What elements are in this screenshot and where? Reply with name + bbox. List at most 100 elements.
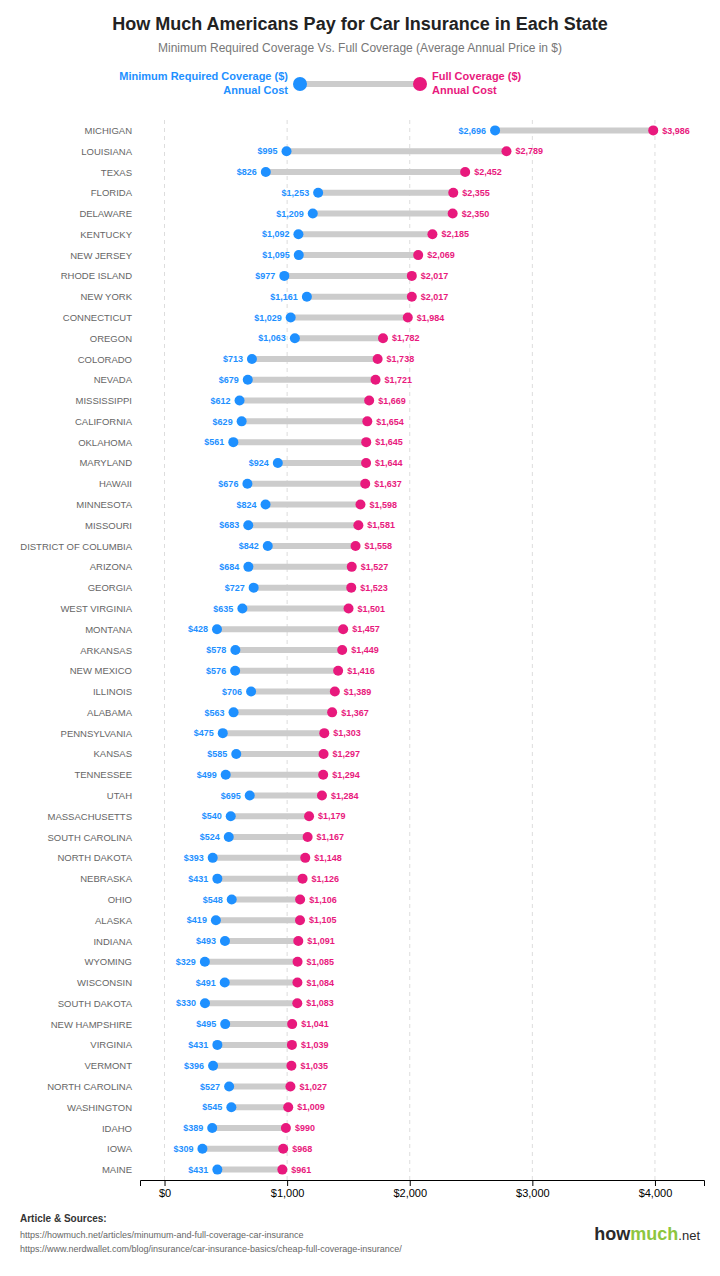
y-tick: LOUISIANA bbox=[81, 146, 132, 157]
x-tick-mark bbox=[287, 1180, 288, 1186]
dot bbox=[293, 957, 303, 967]
dot bbox=[403, 312, 413, 322]
y-tick: UTAH bbox=[107, 790, 132, 801]
dot bbox=[277, 1165, 287, 1175]
data-label: $713 bbox=[223, 354, 243, 364]
dot bbox=[278, 1144, 288, 1154]
dot bbox=[501, 146, 511, 156]
y-tick: VERMONT bbox=[85, 1060, 133, 1071]
data-label: $683 bbox=[219, 520, 239, 530]
data-label: $1,644 bbox=[375, 458, 403, 468]
data-label: $393 bbox=[184, 853, 204, 863]
data-label: $612 bbox=[211, 396, 231, 406]
dot bbox=[319, 728, 329, 738]
data-label: $1,581 bbox=[367, 520, 395, 530]
data-label: $1,083 bbox=[306, 998, 334, 1008]
y-tick: MICHIGAN bbox=[85, 125, 133, 136]
data-label: $1,126 bbox=[312, 874, 340, 884]
y-tick-label: VIRGINIA bbox=[90, 1039, 132, 1050]
dot bbox=[373, 354, 383, 364]
connector bbox=[234, 709, 333, 715]
y-tick-label: MAINE bbox=[102, 1164, 132, 1175]
connector bbox=[235, 647, 342, 653]
connector bbox=[248, 564, 351, 570]
connector bbox=[250, 792, 322, 798]
y-tick: VIRGINIA bbox=[90, 1039, 132, 1050]
data-label: $1,009 bbox=[297, 1102, 325, 1112]
x-axis-line bbox=[141, 1181, 705, 1187]
data-label: $2,069 bbox=[427, 250, 455, 260]
y-tick: OHIO bbox=[108, 894, 132, 905]
logo: howmuch.net bbox=[594, 1224, 700, 1244]
data-label: $1,106 bbox=[309, 895, 337, 905]
x-tick-mark bbox=[532, 1180, 533, 1186]
data-label: $2,017 bbox=[421, 292, 449, 302]
y-tick: ILLINOIS bbox=[93, 686, 132, 697]
data-label: $2,696 bbox=[459, 126, 487, 136]
connector bbox=[217, 1042, 292, 1048]
data-label: $1,179 bbox=[318, 811, 346, 821]
data-label: $1,558 bbox=[365, 541, 393, 551]
dot bbox=[362, 416, 372, 426]
data-label: $309 bbox=[173, 1144, 193, 1154]
y-tick: NEVADA bbox=[94, 374, 133, 385]
title: How Much Americans Pay for Car Insurance… bbox=[112, 14, 607, 34]
y-tick-label: LOUISIANA bbox=[81, 146, 132, 157]
y-tick: OKLAHOMA bbox=[78, 437, 133, 448]
dot bbox=[285, 1081, 295, 1091]
data-label: $1,457 bbox=[352, 624, 380, 634]
data-label: $545 bbox=[202, 1102, 222, 1112]
dot bbox=[211, 915, 221, 925]
data-label: $493 bbox=[196, 936, 216, 946]
y-tick: INDIANA bbox=[93, 936, 132, 947]
data-label: $1,284 bbox=[331, 791, 359, 801]
y-axis: MICHIGANLOUISIANATEXASFLORIDADELAWAREKEN… bbox=[20, 125, 132, 1175]
data-label: $968 bbox=[292, 1144, 312, 1154]
connector bbox=[252, 356, 378, 362]
y-tick-label: INDIANA bbox=[93, 936, 132, 947]
data-label: $2,355 bbox=[462, 188, 490, 198]
dot bbox=[212, 1040, 222, 1050]
dot bbox=[286, 312, 296, 322]
data-label: $330 bbox=[176, 998, 196, 1008]
y-tick: NEW YORK bbox=[80, 291, 132, 302]
data-label: $995 bbox=[257, 146, 277, 156]
dot bbox=[242, 479, 252, 489]
connector bbox=[307, 294, 412, 300]
x-tick-mark bbox=[655, 1180, 656, 1186]
connector bbox=[284, 273, 412, 279]
dot bbox=[230, 666, 240, 676]
connector bbox=[318, 190, 453, 196]
connector bbox=[217, 876, 302, 882]
dot bbox=[200, 998, 210, 1008]
data-label: $329 bbox=[176, 957, 196, 967]
y-tick-label: CALIFORNIA bbox=[75, 416, 133, 427]
y-tick-label: ARKANSAS bbox=[80, 645, 132, 656]
dot bbox=[226, 811, 236, 821]
dot bbox=[287, 1019, 297, 1029]
data-label: $824 bbox=[237, 500, 257, 510]
dot bbox=[220, 936, 230, 946]
connector bbox=[248, 522, 358, 528]
legend-marker bbox=[293, 77, 307, 91]
y-tick-label: VERMONT bbox=[85, 1060, 133, 1071]
data-label: $977 bbox=[255, 271, 275, 281]
legend-label-line: Annual Cost bbox=[432, 84, 497, 96]
data-label: $924 bbox=[249, 458, 269, 468]
dot bbox=[208, 1061, 218, 1071]
dot bbox=[287, 1040, 297, 1050]
y-tick-label: ARIZONA bbox=[90, 561, 133, 572]
y-tick: FLORIDA bbox=[91, 187, 133, 198]
data-label: $826 bbox=[237, 167, 257, 177]
y-tick-label: CONNECTICUT bbox=[63, 312, 132, 323]
x-axis: $0$1,000$2,000$3,000$4,000 bbox=[141, 1180, 705, 1199]
dot bbox=[448, 209, 458, 219]
data-label: $1,303 bbox=[333, 728, 361, 738]
y-tick-label: MISSISSIPPI bbox=[76, 395, 133, 406]
dot bbox=[263, 541, 273, 551]
connector bbox=[217, 1167, 282, 1173]
logo-part: how bbox=[594, 1224, 631, 1244]
data-label: $1,527 bbox=[361, 562, 389, 572]
x-tick-mark bbox=[410, 1180, 411, 1186]
data-label: $1,092 bbox=[262, 229, 290, 239]
